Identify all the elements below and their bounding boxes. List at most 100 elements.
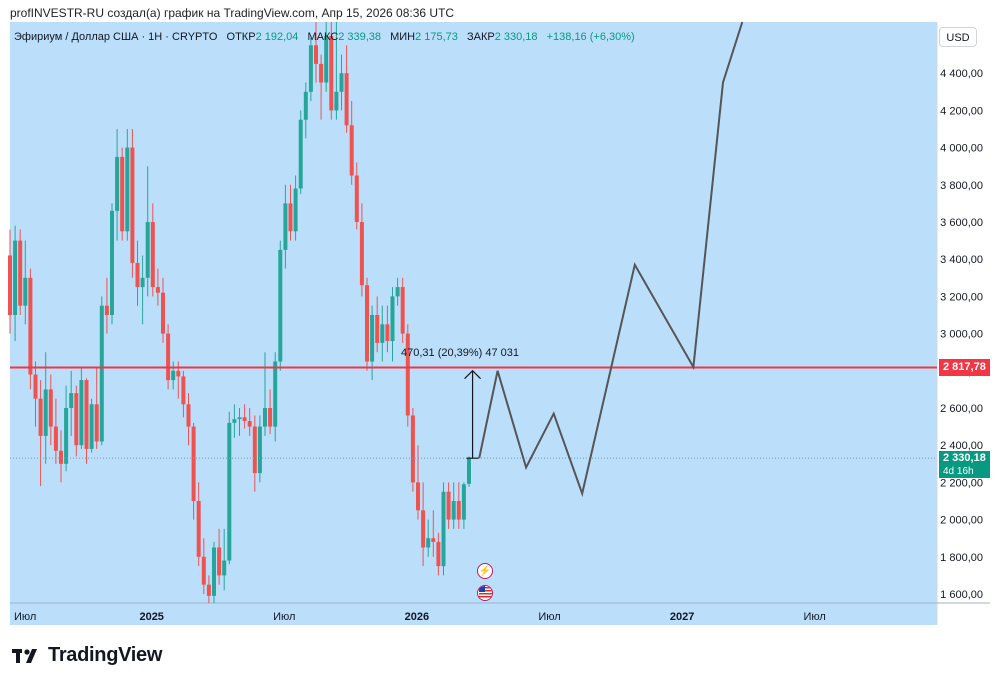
legend-open-label: ОТКР — [226, 31, 256, 43]
candle-body — [120, 156, 125, 232]
candle-body — [33, 374, 38, 399]
candle-body — [263, 408, 267, 427]
attribution-text: profINVESTR-RU создал(а) график на Tradi… — [10, 6, 455, 20]
candle-body — [308, 45, 313, 92]
candle-body — [222, 560, 227, 576]
ohlc-legend: Эфириум / Доллар США · 1Н · CRYPTO ОТКР2… — [14, 31, 635, 43]
x-tick-label: 2027 — [670, 611, 694, 623]
candle-body — [467, 458, 471, 484]
bolt-icon[interactable]: ⚡ — [477, 563, 493, 579]
y-tick-label: 4 200,00 — [940, 105, 983, 117]
candle-body — [18, 240, 23, 306]
candle-body — [130, 147, 135, 263]
candle-body — [94, 404, 99, 442]
candle-body — [59, 450, 63, 464]
candle-body — [436, 541, 441, 567]
candle-body — [74, 393, 79, 446]
candle-body — [416, 482, 420, 511]
y-tick-label: 3 800,00 — [940, 180, 983, 192]
candle-body — [212, 547, 216, 596]
candle-body — [314, 45, 318, 64]
currency-button[interactable]: USD — [939, 27, 977, 47]
candle-body — [293, 188, 298, 232]
tradingview-logo-text: TradingView — [48, 644, 163, 666]
legend-symbol[interactable]: Эфириум / Доллар США · 1Н · CRYPTO — [14, 31, 218, 43]
projection-path[interactable] — [478, 21, 744, 498]
tradingview-logo-icon — [12, 648, 37, 663]
candle-body — [43, 389, 48, 436]
candle-body — [273, 361, 278, 427]
candle-body — [410, 415, 415, 483]
candle-body — [140, 277, 145, 288]
candle-body — [161, 292, 165, 334]
y-tick-label: 3 000,00 — [940, 329, 983, 341]
candle-body — [135, 262, 140, 288]
candle-body — [64, 408, 69, 464]
candle-body — [53, 426, 58, 451]
y-tick-label: 3 400,00 — [940, 254, 983, 266]
candle-body — [232, 419, 237, 423]
candle-body — [354, 175, 359, 222]
y-tick-label: 3 200,00 — [940, 291, 983, 303]
candle-body — [191, 426, 196, 501]
candle-body — [125, 147, 130, 232]
y-tick-label: 4 400,00 — [940, 68, 983, 80]
candle-body — [84, 380, 89, 449]
candle-body — [421, 510, 426, 548]
candle-body — [181, 376, 186, 405]
candle-body — [110, 210, 114, 315]
candle-body — [150, 222, 155, 288]
candle-body — [201, 556, 206, 585]
candle-body — [334, 91, 339, 111]
y-tick-label: 3 600,00 — [940, 217, 983, 229]
measure-arrow-head — [464, 369, 481, 380]
candle-body — [217, 547, 222, 576]
candle-body — [298, 119, 303, 189]
candle-body — [145, 222, 150, 278]
chart-background — [10, 22, 937, 625]
candle-body — [196, 501, 201, 557]
candle-body — [69, 393, 74, 408]
candle-body — [385, 324, 390, 342]
candle-body — [303, 91, 308, 120]
candle-body — [13, 240, 18, 315]
candle-body — [451, 501, 456, 520]
legend-low-label: МИН — [390, 31, 416, 43]
candle-body — [390, 296, 395, 342]
tradingview-logo[interactable]: TradingView — [12, 644, 162, 667]
x-tick-label: Июл — [273, 611, 295, 623]
price-axis-background — [937, 22, 990, 625]
candle-body — [461, 484, 466, 520]
candle-body — [247, 421, 252, 427]
us-flag-icon[interactable] — [477, 585, 493, 601]
candle-body — [79, 380, 84, 446]
candle-body — [349, 125, 354, 176]
y-tick-label: 2 400,00 — [940, 440, 983, 452]
candle-body — [370, 315, 375, 362]
candle-body — [227, 422, 232, 561]
candle-body — [375, 315, 380, 343]
candle-body — [99, 305, 104, 442]
candle-body — [405, 333, 410, 416]
legend-low-value: 2 175,73 — [415, 31, 458, 43]
y-tick-label: 2 600,00 — [940, 403, 983, 415]
candle-body — [288, 203, 293, 232]
legend-high-value: 2 339,38 — [338, 31, 382, 43]
candle-body — [155, 287, 160, 293]
candle-body — [28, 277, 33, 375]
candle-body — [400, 287, 405, 334]
measure-label: 470,31 (20,39%) 47 031 — [401, 347, 520, 359]
candle-body — [176, 370, 181, 377]
bar-countdown: 4d 16h — [943, 466, 974, 477]
x-tick-label: Июл — [538, 611, 560, 623]
candle-body — [365, 285, 369, 362]
candle-body — [206, 584, 211, 596]
y-tick-label: 1 800,00 — [940, 552, 983, 564]
candle-body — [431, 538, 436, 542]
candle-body — [278, 249, 283, 362]
candle-body — [339, 73, 344, 92]
last-price-tag: 2 330,18 4d 16h — [939, 451, 990, 478]
legend-open-value: 2 192,04 — [255, 31, 299, 43]
candle-body — [329, 36, 334, 111]
